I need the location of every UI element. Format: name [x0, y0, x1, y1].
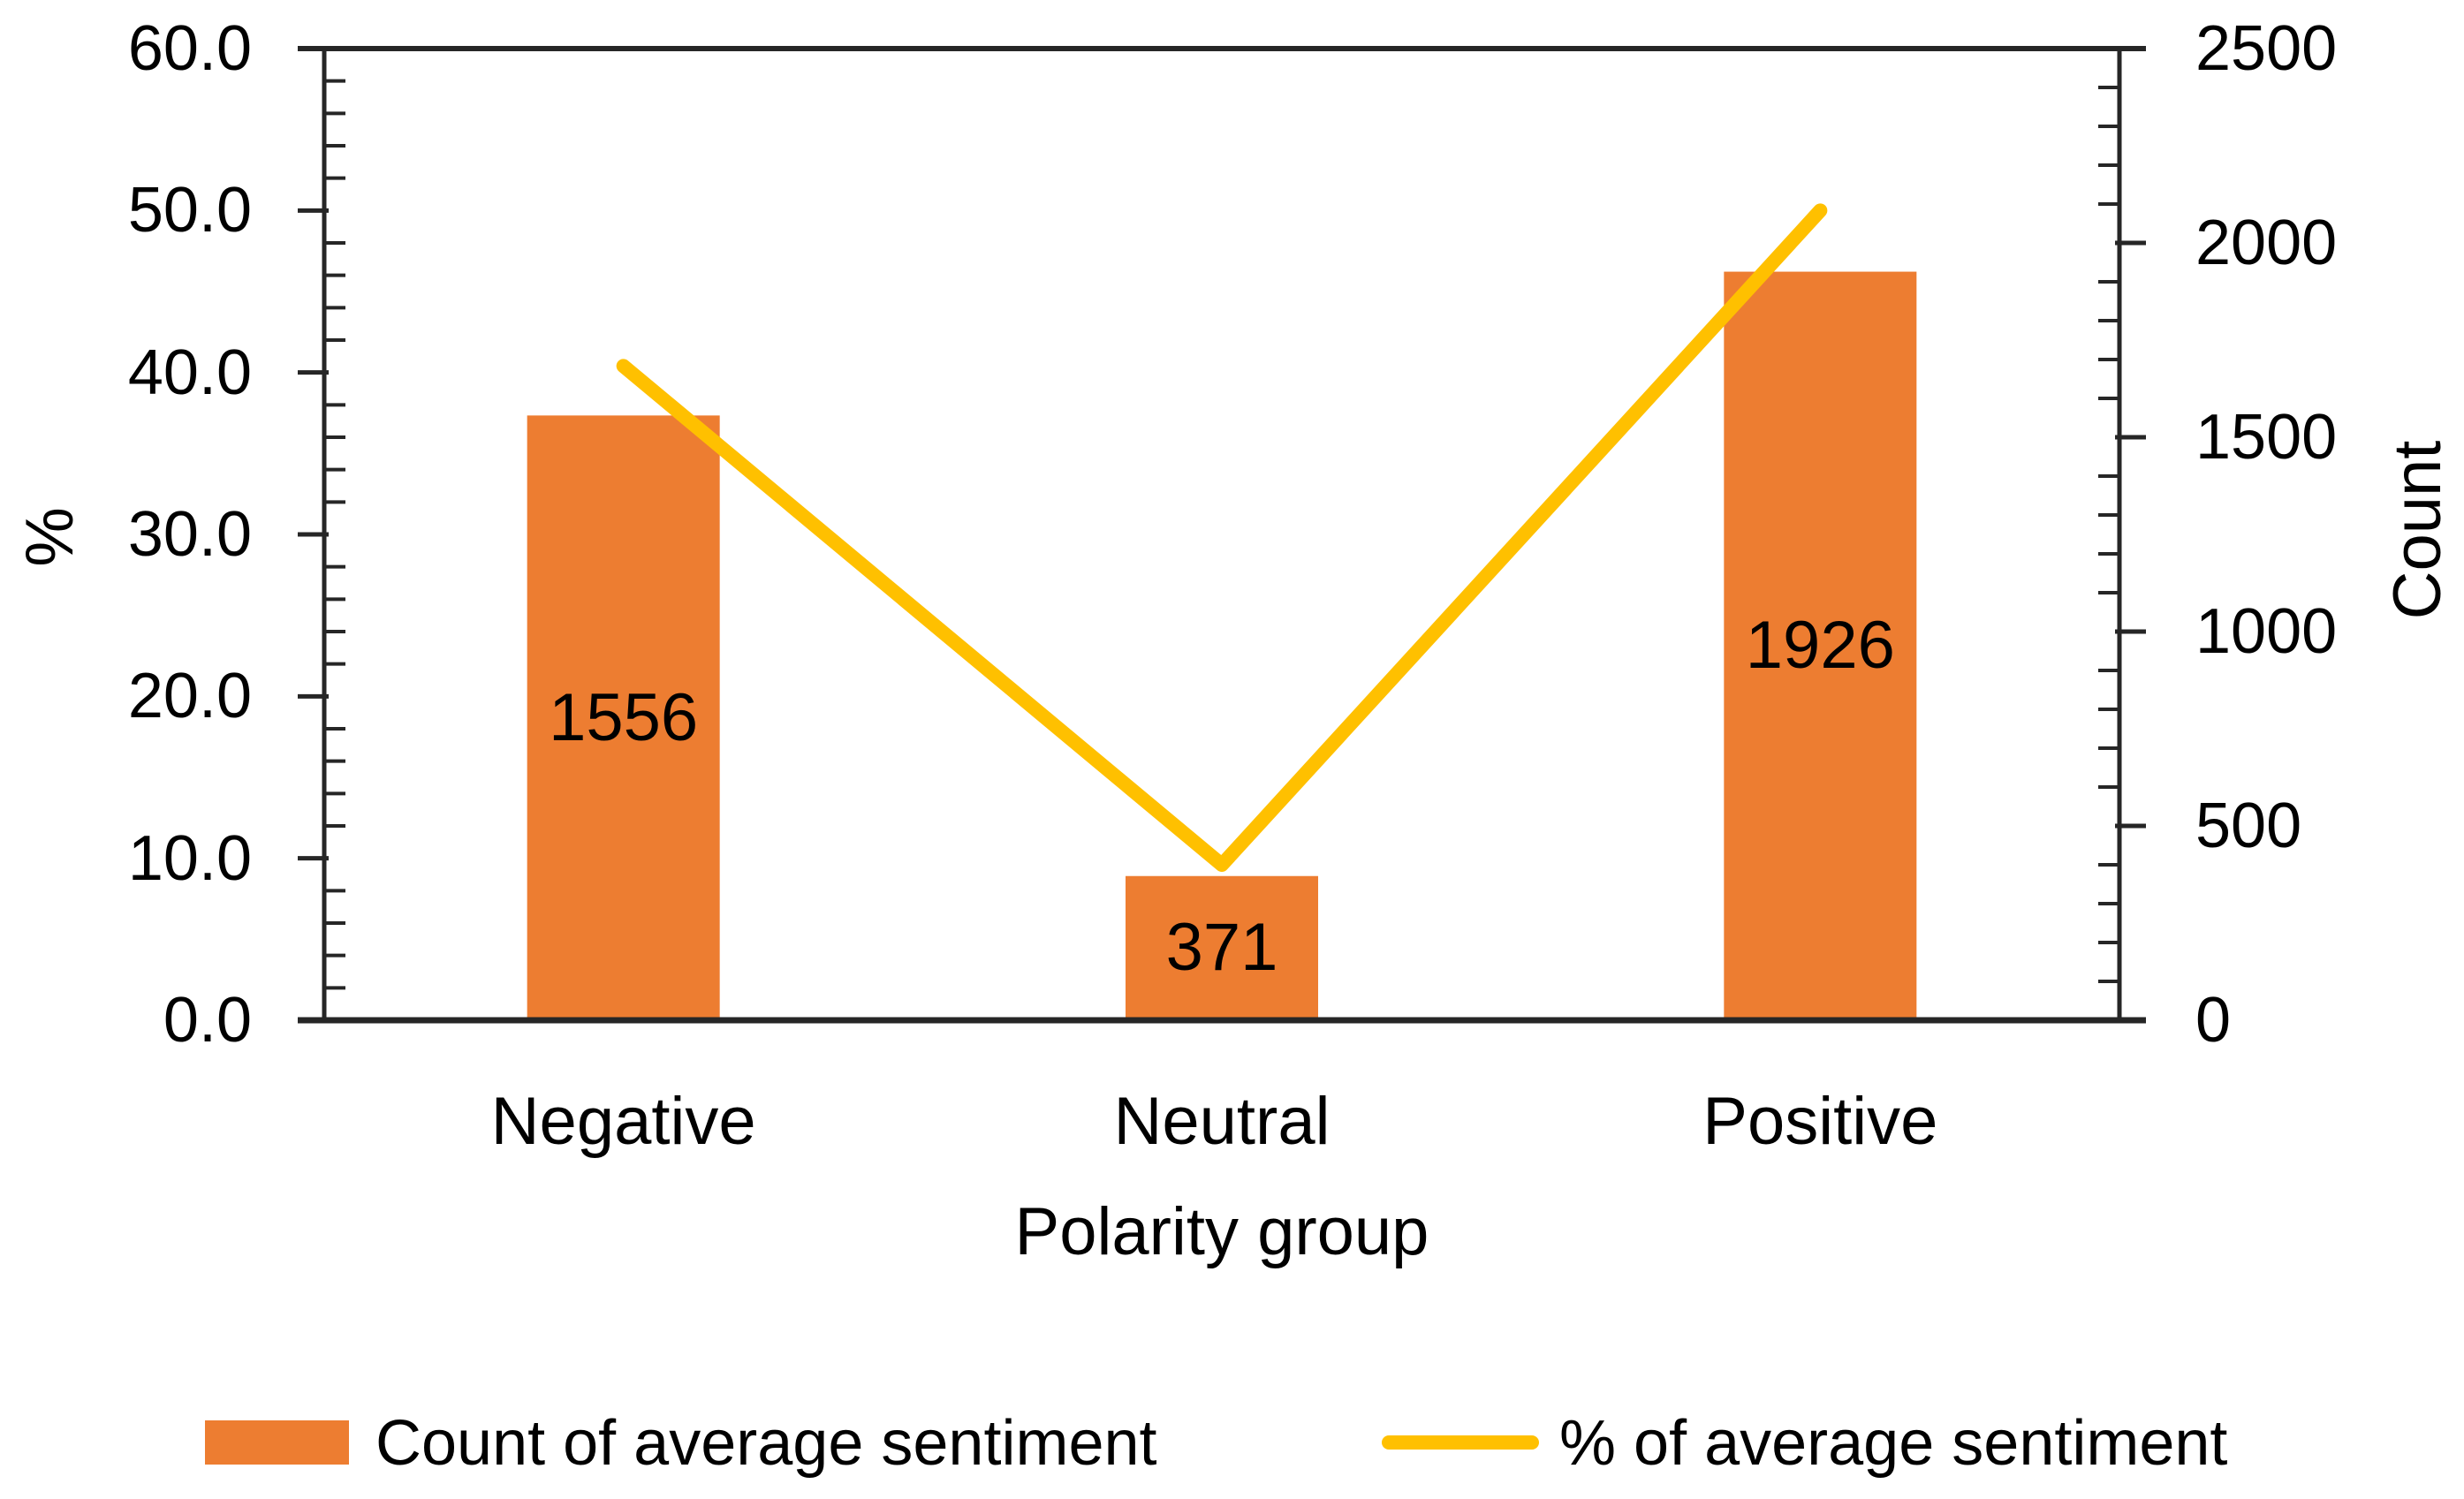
left-axis-title: %	[12, 507, 87, 567]
bar-negative	[527, 415, 720, 1020]
left-axis-tick-label: 10.0	[127, 822, 252, 894]
left-axis-tick-label: 0.0	[163, 985, 252, 1056]
bar-data-label: 1926	[1745, 608, 1895, 684]
category-label-negative: Negative	[490, 1084, 756, 1159]
right-axis-tick-label: 2500	[2195, 13, 2338, 84]
right-axis-tick-label: 500	[2195, 791, 2302, 861]
bar-neutral	[1126, 875, 1318, 1020]
left-axis-tick-label: 30.0	[127, 499, 252, 570]
bar-positive	[1724, 271, 1917, 1020]
right-axis-tick-label: 2000	[2195, 208, 2338, 278]
right-axis-tick-label: 1500	[2195, 402, 2338, 473]
right-axis-title: Count	[2380, 440, 2455, 620]
category-label-positive: Positive	[1702, 1084, 1938, 1159]
percent-line	[616, 203, 1828, 872]
left-axis-tick-label: 50.0	[127, 175, 252, 246]
category-label-neutral: Neutral	[1113, 1084, 1331, 1159]
left-axis-tick-label: 60.0	[127, 13, 252, 84]
legend-line-swatch-icon	[1382, 1435, 1539, 1450]
bar-data-label: 1556	[549, 679, 699, 755]
legend-line-label: % of average sentiment	[1559, 1408, 2228, 1479]
bar-data-label: 371	[1165, 910, 1278, 986]
left-axis-tick-label: 20.0	[127, 661, 252, 732]
right-axis-tick-label: 0	[2195, 985, 2232, 1056]
left-axis-tick-label: 40.0	[127, 337, 252, 408]
x-axis-title: Polarity group	[1014, 1194, 1429, 1269]
legend-bar-label: Count of average sentiment	[375, 1408, 1157, 1479]
legend-bar-swatch-icon	[205, 1420, 349, 1465]
right-axis-tick-label: 1000	[2195, 596, 2338, 667]
